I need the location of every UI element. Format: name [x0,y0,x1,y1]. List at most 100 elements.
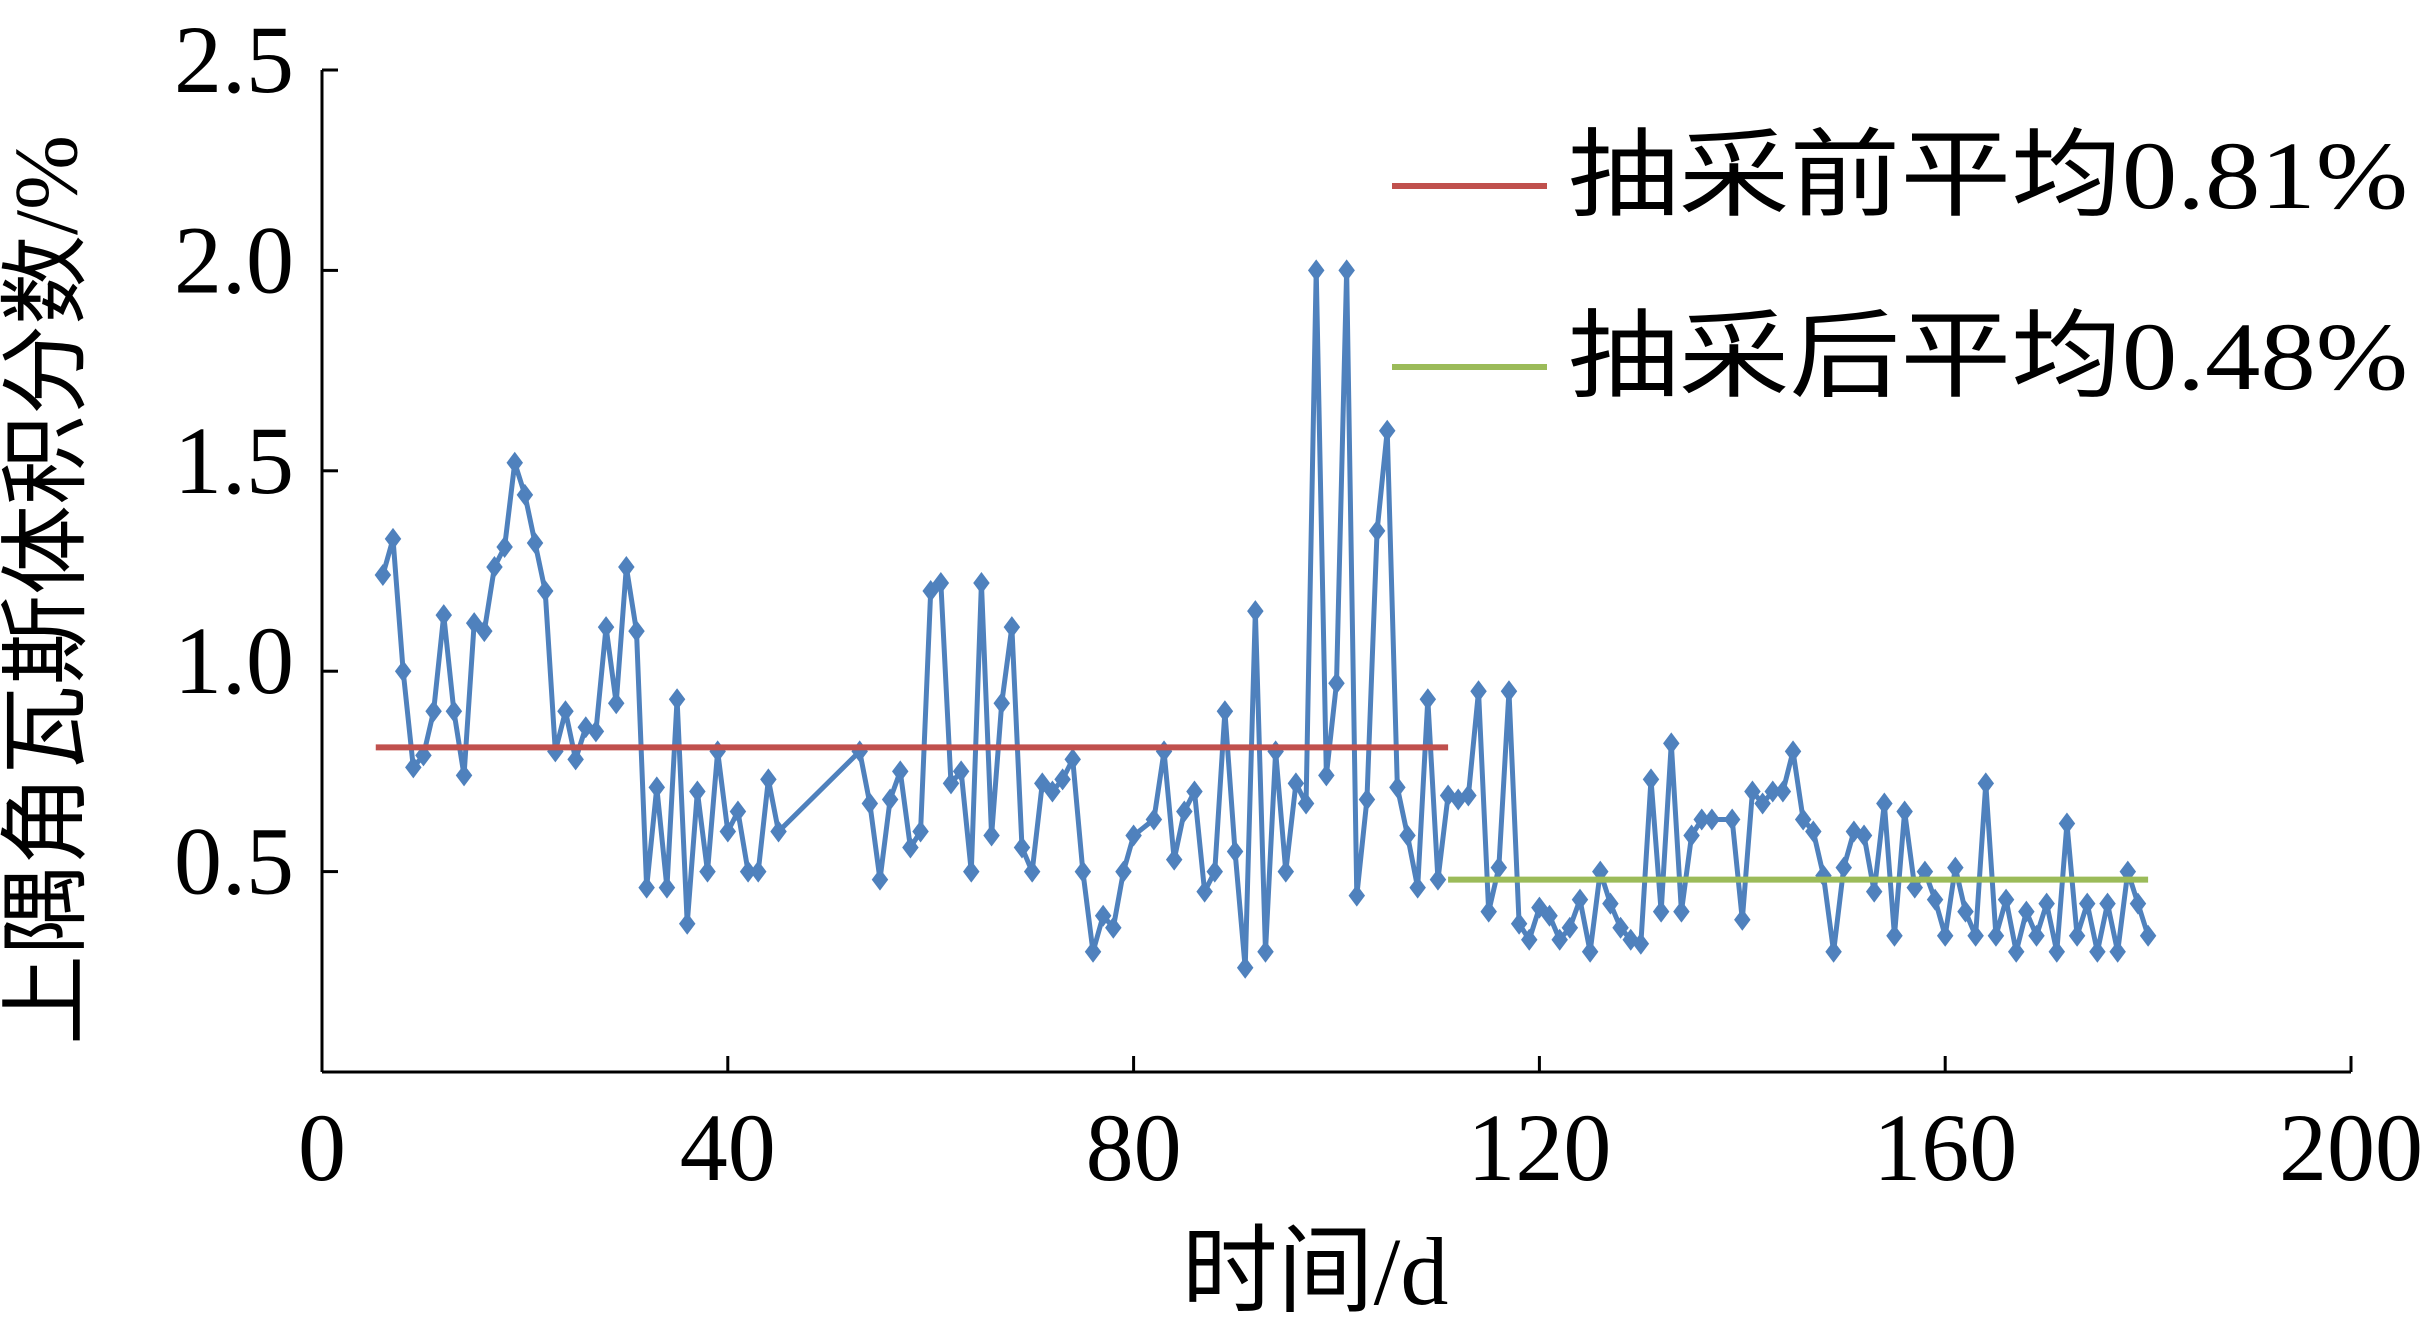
y-tick-label: 2.5 [174,6,294,113]
data-point [1074,860,1092,883]
data-point [1723,808,1741,831]
data-point [1784,740,1802,763]
data-point [729,800,747,823]
data-point [760,768,777,791]
data-point [1094,904,1112,927]
data-point [1044,780,1061,803]
data-point [1054,768,1071,791]
data-point [1399,824,1416,847]
data-point [1602,892,1619,915]
data-point [861,792,879,815]
y-tick-label: 2.0 [174,206,294,313]
data-point [2058,812,2076,835]
data-point [1683,824,1700,847]
data-point [1145,808,1163,831]
data-point [536,580,554,603]
y-tick-label: 0.5 [174,808,294,915]
x-axis-label: 时间/d [1182,1218,1449,1325]
data-point [1460,784,1477,807]
data-point [1277,860,1295,883]
data-point [1764,780,1781,803]
data-point [1673,900,1690,923]
data-point [983,824,1000,847]
data-point [1551,928,1568,951]
data-point [506,451,524,474]
data-point [516,483,534,506]
data-point [597,616,615,639]
data-point [1105,916,1122,939]
data-point [1642,768,1660,791]
data-point [374,564,392,587]
data-point [770,820,787,843]
data-point [1805,820,1822,843]
data-point [1663,732,1680,755]
data-point [2048,940,2066,963]
data-point [1003,616,1021,639]
data-point [1876,792,1893,815]
data-point [1378,419,1396,442]
data-point [1429,868,1447,891]
data-point [1368,519,1386,542]
data-point [567,748,584,771]
data-point [435,604,452,627]
data-point [1226,840,1244,863]
data-point [607,692,625,715]
data-point [1115,860,1132,883]
data-point [1703,808,1721,831]
data-point [1693,808,1710,831]
data-point [2078,892,2096,915]
data-point [1186,780,1203,803]
data-point [1571,888,1589,911]
data-point [1409,876,1426,899]
data-point [587,720,605,743]
data-point [1206,860,1224,883]
data-point [1510,912,1528,935]
data-point [1957,900,1974,923]
data-point [496,535,513,558]
data-point [1348,884,1366,907]
data-point [1216,700,1234,723]
data-point [2109,940,2126,963]
data-point [1521,928,1538,951]
legend-label: 抽采后平均0.48% [1568,303,2408,410]
data-point [2068,924,2086,947]
data-point [1987,924,2005,947]
data-point [1013,836,1031,859]
x-tick-label: 120 [1467,1094,1611,1201]
data-point [709,740,726,763]
data-point [1236,956,1254,979]
y-axis-label: 上隅角瓦斯体积分数/% [0,135,97,1045]
data-point [648,776,666,799]
data-point [1257,940,1274,963]
data-point [425,700,442,723]
data-point [455,764,473,787]
data-point [1967,924,1984,947]
data-point [1084,940,1102,963]
data-point [1176,800,1193,823]
data-point [486,555,503,578]
data-point [1307,259,1325,282]
data-point [445,700,463,723]
data-point [2028,924,2045,947]
data-point [993,692,1010,715]
data-point [1581,940,1599,963]
x-tick-label: 200 [2279,1094,2422,1201]
data-point [1023,860,1041,883]
data-point [952,760,970,783]
data-point [476,620,493,643]
data-point [1632,932,1650,955]
data-point [1794,808,1812,831]
data-point [881,788,899,811]
data-point [678,912,696,935]
data-point [1470,680,1487,703]
data-point [1328,672,1345,695]
data-point [1297,792,1315,815]
data-point [689,780,706,803]
data-point [1358,788,1376,811]
data-point [902,836,919,859]
data-point [557,700,574,723]
data-point [1165,848,1183,871]
data-point [1196,880,1213,903]
data-point [618,555,635,578]
